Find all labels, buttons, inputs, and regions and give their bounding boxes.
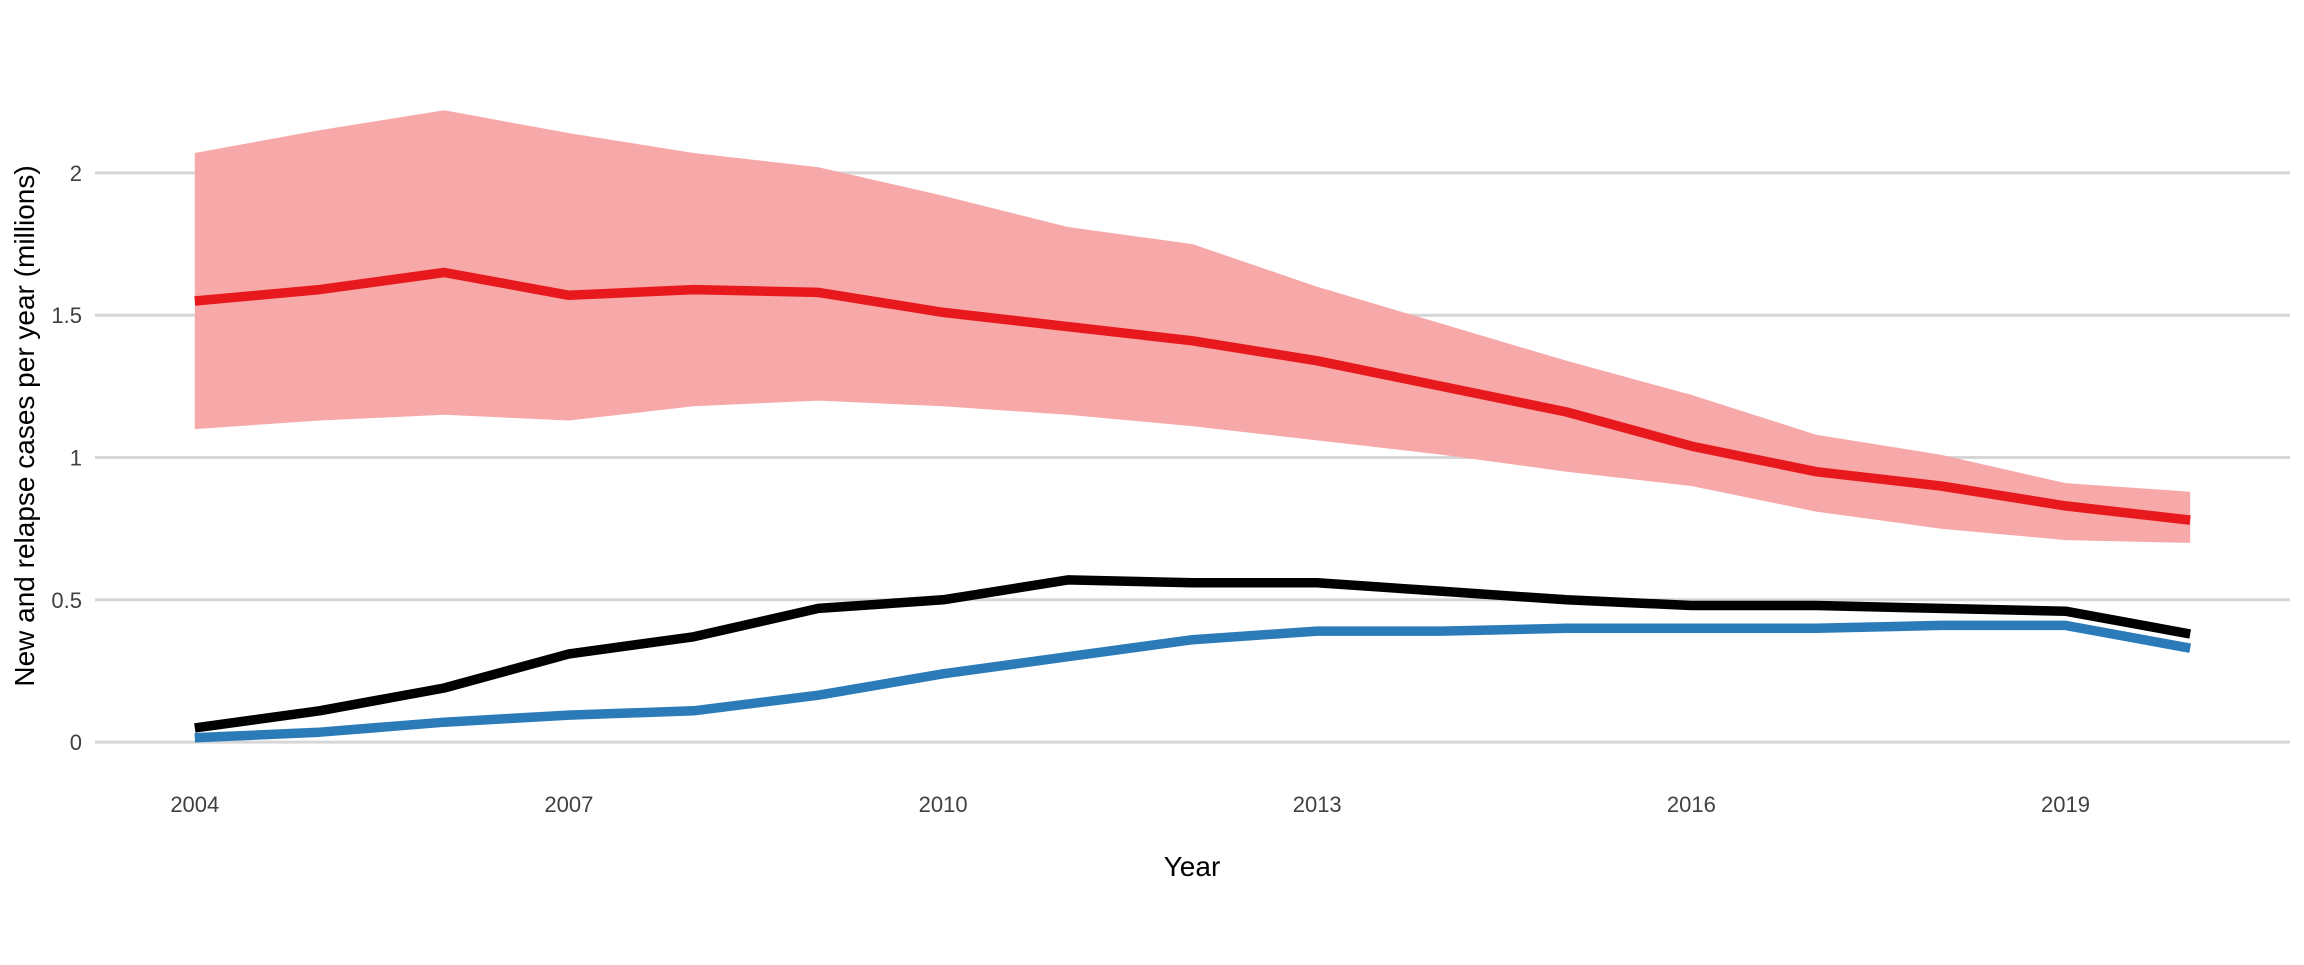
x-axis-title: Year [1164,851,1221,882]
red-line-estimated-incidence [194,267,2191,525]
x-tick-label-2019: 2019 [2041,792,2090,817]
y-tick-label-0.5: 0.5 [51,588,82,613]
black-line-notified-cases [194,575,2192,733]
series-lines-layer [194,267,2192,743]
x-tick-label-2013: 2013 [1293,792,1342,817]
x-tick-label-2016: 2016 [1667,792,1716,817]
x-tick-label-2010: 2010 [919,792,968,817]
blue-line-treated-cases [194,620,2192,743]
y-tick-label-2: 2 [70,161,82,186]
x-tick-label-2004: 2004 [170,792,219,817]
x-tick-label-2007: 2007 [544,792,593,817]
x-axis-tick-labels: 2004 2007 2010 2013 2016 2019 [170,792,2090,817]
y-axis-title: New and relapse cases per year (millions… [9,165,40,686]
confidence-band [194,110,2191,543]
y-tick-label-1: 1 [70,446,82,471]
y-tick-label-1.5: 1.5 [51,303,82,328]
confidence-band-layer [194,110,2191,543]
y-axis-tick-labels: 0 0.5 1 1.5 2 [51,161,82,755]
y-tick-label-0: 0 [70,730,82,755]
